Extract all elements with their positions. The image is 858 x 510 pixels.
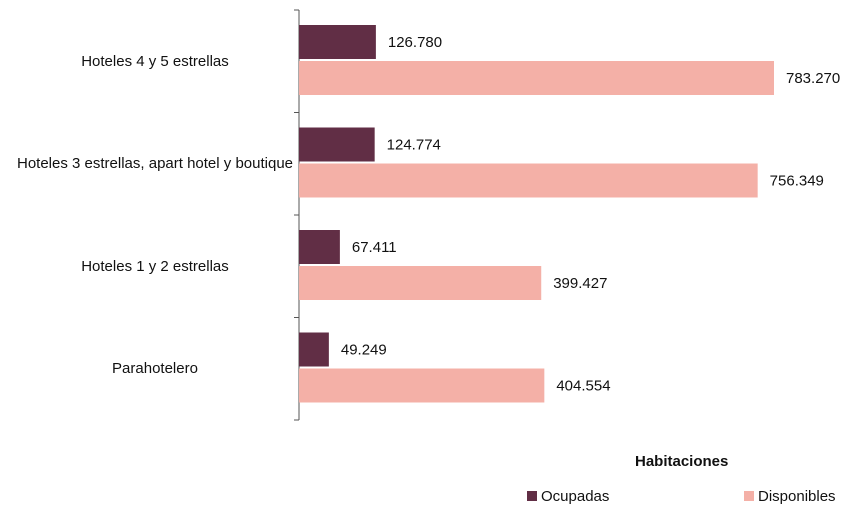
value-label: 67.411 — [352, 239, 397, 256]
legend-swatch — [744, 491, 754, 501]
value-label: 49.249 — [341, 341, 387, 358]
bar — [299, 127, 375, 162]
bar — [299, 266, 542, 300]
value-label: 124.774 — [387, 136, 441, 153]
bar — [299, 61, 774, 95]
value-label: 126.780 — [388, 34, 442, 51]
category-label: Hoteles 1 y 2 estrellas — [81, 257, 229, 275]
value-label: 756.349 — [770, 172, 824, 189]
category-label: Hoteles 3 estrellas, apart hotel y bouti… — [17, 155, 293, 173]
value-label: 404.554 — [556, 377, 610, 394]
value-label: 399.427 — [553, 275, 607, 292]
bar — [299, 163, 758, 198]
category-label: Parahotelero — [112, 360, 198, 378]
legend-label: Disponibles — [758, 488, 836, 505]
bar — [299, 230, 340, 264]
legend-title: Habitaciones — [635, 453, 728, 470]
bar — [299, 332, 329, 367]
category-label: Hoteles 4 y 5 estrellas — [81, 52, 229, 70]
bar — [299, 25, 376, 59]
legend-label: Ocupadas — [541, 488, 609, 505]
value-label: 783.270 — [786, 70, 840, 87]
legend-swatch — [527, 491, 537, 501]
bar — [299, 368, 545, 403]
